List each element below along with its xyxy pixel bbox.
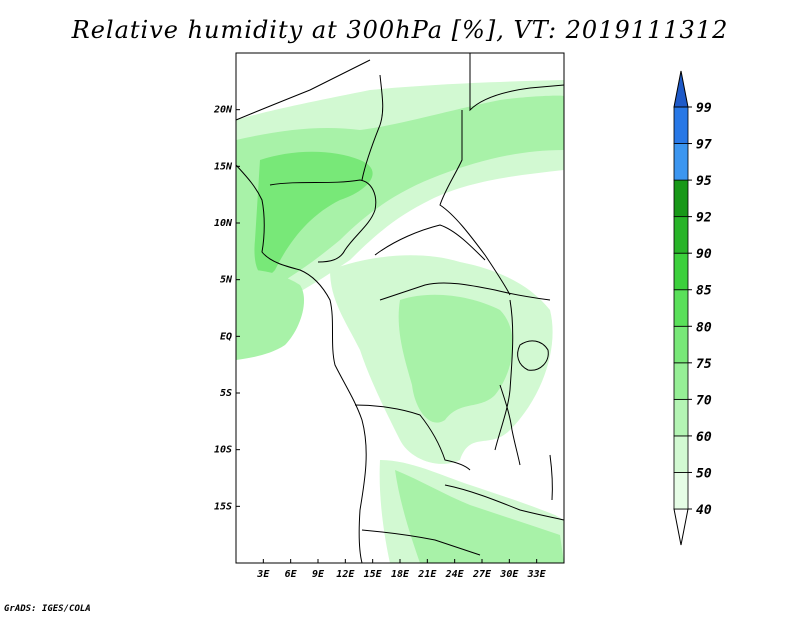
humidity-core-north: [236, 95, 564, 301]
colorbar-segment: [673, 435, 689, 473]
colorbar-label: 97: [696, 138, 712, 153]
lon-tick-label: 9E: [312, 569, 325, 580]
humidity-band-south-core: [395, 470, 564, 563]
colorbar: 40 50 60 70 75 80 85 90 92 95 97 99: [673, 70, 712, 546]
border-egypt: [469, 53, 565, 112]
border-chad-sudan: [361, 74, 384, 181]
colorbar-label: 75: [696, 357, 712, 372]
coastline-west: [235, 164, 367, 564]
lat-tick-label: 5S: [220, 388, 232, 399]
lat-tick-label: 10S: [214, 445, 232, 456]
humidity-core-north-2: [254, 151, 373, 276]
colorbar-segment: [673, 472, 689, 510]
lat-tick-label: 15N: [214, 161, 233, 172]
border-drc-east: [494, 299, 514, 451]
lon-tick-label: 21E: [417, 569, 437, 580]
colorbar-segment: [673, 362, 689, 400]
lon-tick-label: 33E: [527, 569, 547, 580]
colorbar-segment: [673, 289, 689, 327]
colorbar-label: 99: [696, 101, 712, 116]
lat-tick-label: 15S: [214, 501, 232, 512]
country-borders: [235, 53, 565, 564]
lon-tick-label: 3E: [256, 569, 270, 580]
colorbar-label: 90: [696, 247, 712, 262]
colorbar-label: 70: [696, 393, 712, 408]
colorbar-segment: [673, 325, 689, 364]
border-congo-north: [379, 282, 551, 301]
lon-tick-label: 18E: [391, 569, 410, 580]
colorbar-label: 85: [696, 284, 712, 299]
credit-label: GrADS: IGES/COLA: [4, 604, 91, 614]
humidity-west: [236, 269, 305, 360]
longitude-ticks: 3E 6E 9E 12E 15E 18E 21E 24E 27E 30E 33E: [256, 559, 547, 580]
colorbar-label: 92: [696, 211, 712, 226]
lat-tick-label: EQ: [220, 331, 232, 342]
colorbar-segment: [673, 179, 689, 218]
colorbar-segment: [673, 252, 689, 291]
border-libya: [235, 59, 371, 121]
colorbar-segment: [673, 216, 689, 254]
coastline-lake-malawi: [549, 454, 553, 501]
border-car: [374, 224, 486, 261]
map-title: Relative humidity at 300hPa [%], VT: 201…: [71, 16, 729, 44]
colorbar-label: 40: [696, 503, 712, 518]
humidity-congo-core: [398, 294, 513, 423]
lon-tick-label: 6E: [285, 569, 298, 580]
coastline-lake-victoria: [517, 340, 549, 371]
coastline-lake-tanganyika: [499, 384, 521, 466]
lon-tick-label: 27E: [472, 569, 492, 580]
border-sudan: [439, 110, 511, 296]
colorbar-label: 80: [696, 320, 712, 335]
lat-tick-label: 10N: [214, 218, 233, 229]
humidity-field: [236, 80, 564, 563]
lon-tick-label: 30E: [499, 569, 519, 580]
colorbar-min-triangle: [673, 508, 689, 546]
colorbar-max-triangle: [673, 70, 689, 108]
colorbar-segment: [673, 398, 689, 437]
lon-tick-label: 15E: [364, 569, 383, 580]
colorbar-segment: [673, 106, 689, 144]
colorbar-segment: [673, 143, 689, 181]
lat-tick-label: 5N: [220, 275, 233, 286]
lon-tick-label: 24E: [445, 569, 465, 580]
lon-tick-label: 12E: [336, 569, 355, 580]
latitude-ticks: 20N 15N 10N 5N EQ 5S 10S 15S: [213, 105, 240, 512]
map-panel: 20N 15N 10N 5N EQ 5S 10S 15S 3E 6E 9E 12E 15E 18E 21E…: [213, 52, 565, 580]
colorbar-label: 50: [696, 466, 712, 481]
colorbar-label: 60: [696, 430, 712, 445]
border-sahel: [269, 179, 377, 263]
border-zambia: [444, 484, 565, 521]
lat-tick-label: 20N: [213, 105, 233, 116]
colorbar-label: 95: [696, 174, 712, 189]
border-namibia: [361, 529, 481, 556]
border-angola: [354, 404, 471, 471]
